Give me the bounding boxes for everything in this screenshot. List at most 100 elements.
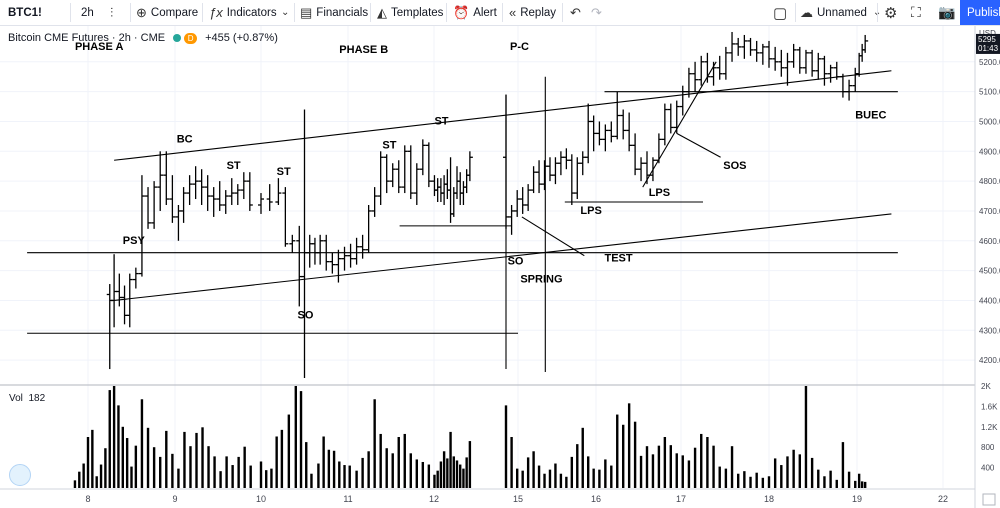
volume-bar — [835, 479, 838, 488]
current-price-tag — [976, 33, 1000, 54]
publish-button[interactable]: Publish — [960, 0, 1000, 25]
volume-bar — [663, 437, 667, 488]
volume-bar — [78, 471, 81, 488]
ohlc-bar — [121, 285, 128, 325]
fullscreen-button[interactable]: ⛶ — [911, 0, 925, 25]
templates-label: Templates — [391, 6, 444, 19]
cloud-icon: ☁ — [800, 4, 813, 20]
wyckoff-label: PSY — [123, 235, 146, 247]
volume-bar — [860, 481, 864, 488]
redo-icon: ↷ — [591, 4, 602, 20]
ohlc-bar — [180, 187, 187, 223]
volume-bar — [526, 457, 530, 488]
ohlc-bar — [815, 52, 822, 80]
financials-button[interactable]: ▤ Financials — [300, 0, 368, 25]
layout-square-button[interactable]: ▢ — [773, 0, 791, 25]
volume-bar — [767, 476, 771, 488]
alert-button[interactable]: ⏰ Alert — [453, 0, 497, 25]
volume-bar — [73, 480, 77, 488]
price-change: +455 (+0.87%) — [205, 32, 278, 44]
ohlc-bar — [240, 172, 247, 200]
wyckoff-label: SO — [298, 309, 314, 321]
volume-bar — [455, 460, 459, 488]
volume-bar — [294, 386, 297, 488]
interval-button[interactable]: 2h — [81, 0, 94, 25]
indicators-dropdown[interactable]: ⌄ — [281, 0, 293, 25]
toolbar-divider — [70, 3, 71, 22]
ohlc-bar — [579, 151, 586, 176]
ohlc-bar — [341, 246, 348, 271]
time-tick-label: 22 — [938, 494, 948, 504]
ohlc-bar — [784, 52, 791, 86]
ohlc-bar — [590, 115, 597, 152]
rewind-icon: « — [509, 5, 517, 20]
ohlc-bar — [234, 184, 241, 205]
volume-bar — [146, 427, 150, 488]
volume-bar — [379, 433, 382, 488]
replay-button[interactable]: «Replay — [509, 0, 556, 25]
ohlc-bar — [862, 34, 869, 53]
compare-button[interactable]: ⊕ Compare — [136, 0, 198, 25]
templates-button[interactable]: ◭ Templates — [377, 0, 443, 25]
volume-bar — [810, 457, 814, 488]
ohlc-bar — [335, 249, 342, 283]
volume-bar — [130, 466, 133, 488]
volume-bar — [657, 445, 661, 488]
layout-name-button[interactable]: ☁Unnamed⌄ — [800, 0, 885, 25]
price-tick-label: 5200.0 — [979, 58, 1000, 67]
ohlc-bar — [753, 40, 760, 62]
volume-bar — [140, 399, 144, 488]
ohlc-bar — [441, 175, 448, 205]
volume-bar — [134, 445, 138, 488]
wyckoff-label: PHASE A — [75, 41, 124, 53]
wyckoff-label: PHASE B — [339, 44, 388, 56]
fx-icon: ƒx — [209, 5, 223, 20]
volume-bar — [516, 468, 519, 488]
volume-bar — [761, 477, 765, 488]
volume-bar — [570, 456, 574, 488]
volume-legend: Vol 182 — [9, 393, 45, 404]
trend-lines — [27, 61, 898, 373]
ohlc-bar — [466, 151, 473, 182]
volume-bar — [462, 468, 465, 488]
settings-button[interactable]: ⚙ — [884, 0, 901, 25]
ohlc-bar — [389, 163, 396, 188]
ohlc-bar — [407, 145, 414, 200]
ohlc-bar — [596, 121, 603, 146]
ohlc-bar — [296, 225, 303, 307]
volume-bar — [385, 448, 388, 488]
undo-button[interactable]: ↶ — [570, 0, 585, 25]
volume-bar — [446, 458, 449, 488]
ohlc-bar — [821, 55, 828, 86]
volume-bar — [792, 449, 795, 488]
indicators-button[interactable]: ƒx Indicators — [209, 0, 277, 25]
volume-label: Vol — [9, 393, 23, 404]
volume-bar — [436, 470, 439, 488]
ohlc-bar — [289, 234, 296, 253]
ohlc-bar — [106, 284, 113, 370]
volume-tick-label: 1.2K — [981, 423, 998, 432]
price-tick-label: 4800.0 — [979, 177, 1000, 186]
indicators-label: Indicators — [226, 6, 277, 19]
volume-bar — [604, 459, 607, 488]
volume-bar — [786, 456, 789, 488]
wyckoff-label: LPS — [580, 205, 601, 217]
volume-bar — [693, 447, 697, 488]
ohlc-bar — [163, 151, 170, 205]
volume-bar — [99, 464, 103, 488]
volume-value: 182 — [28, 393, 46, 404]
symbol-search[interactable]: BTC1! — [8, 0, 42, 25]
redo-button[interactable]: ↷ — [591, 0, 606, 25]
time-tick-label: 15 — [513, 494, 523, 504]
ohlc-bar — [116, 273, 123, 307]
tradingview-logo-icon[interactable] — [9, 464, 31, 486]
toolbar-divider — [370, 3, 371, 22]
volume-bar — [207, 446, 210, 488]
volume-tick-label: 2K — [981, 382, 991, 391]
snapshot-button[interactable]: 📷 — [938, 0, 959, 25]
ohlc-bar — [447, 157, 454, 223]
ohlc-bar — [419, 139, 426, 176]
chart-style-button[interactable]: ⫶ — [110, 0, 117, 25]
volume-bar — [112, 386, 116, 488]
